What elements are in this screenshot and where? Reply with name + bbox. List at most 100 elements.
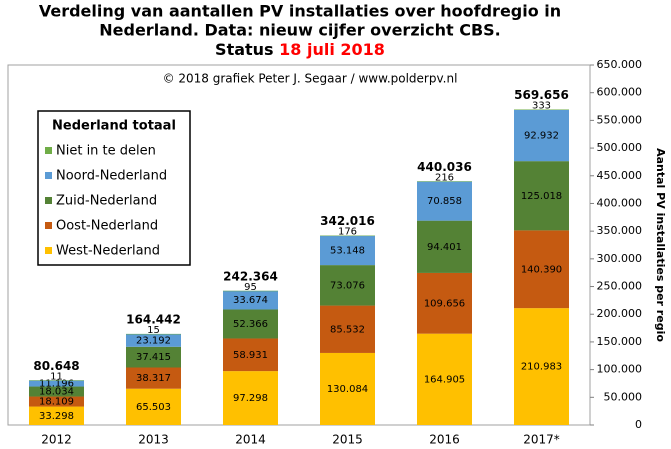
total-label: 440.036 — [417, 160, 472, 174]
bar-segment — [223, 290, 278, 310]
legend-swatch — [45, 197, 52, 204]
chart-title: Nederland. Data: nieuw cijfer overzicht … — [99, 21, 501, 40]
data-label: 53.148 — [330, 245, 365, 256]
legend-swatch — [45, 147, 52, 154]
y-tick-label: 400.000 — [597, 196, 643, 209]
bar-segment — [126, 346, 181, 368]
data-label: 333 — [532, 100, 551, 111]
y-tick-label: 500.000 — [597, 141, 643, 154]
bar-segment — [320, 265, 375, 306]
bar-segment — [417, 181, 472, 221]
bar-segment — [223, 338, 278, 372]
data-label: 38.317 — [136, 373, 171, 384]
bar-segment — [514, 109, 569, 110]
legend-box — [37, 110, 191, 266]
data-label: 11.196 — [39, 378, 74, 389]
data-label: 216 — [435, 172, 454, 183]
legend-label: Oost-Nederland — [56, 219, 158, 234]
y-tick-label: 50.000 — [604, 390, 643, 403]
chart-title: Verdeling van aantallen PV installaties … — [39, 2, 561, 21]
y-tick-label: 450.000 — [597, 169, 643, 182]
data-label: 97.298 — [233, 393, 268, 404]
bar-segment — [514, 109, 569, 162]
data-label: 23.192 — [136, 335, 171, 346]
bar-segment — [223, 290, 278, 292]
bar-segment — [126, 333, 181, 347]
bar-segment — [29, 380, 84, 387]
x-tick-label: 2013 — [138, 433, 169, 447]
annotation: © 2018 grafiek Peter J. Segaar / www.pol… — [163, 72, 458, 86]
y-tick-label: 300.000 — [597, 252, 643, 265]
total-label: 569.656 — [514, 88, 569, 102]
bar-segment — [417, 272, 472, 334]
data-label: 70.858 — [427, 196, 462, 207]
data-label: 95 — [244, 282, 257, 293]
legend: Nederland totaal Niet in te delen Noord-N… — [37, 110, 191, 266]
bar-segment — [417, 220, 472, 273]
y-tick-label: 650.000 — [597, 58, 643, 71]
total-label: 164.442 — [126, 312, 181, 326]
total-label: 80.648 — [33, 359, 79, 373]
legend-swatch — [45, 247, 52, 254]
bar-segment — [223, 371, 278, 425]
data-label: 73.076 — [330, 280, 365, 291]
total-label: 342.016 — [320, 214, 375, 228]
data-label: 125.018 — [521, 191, 562, 202]
data-label: 210.983 — [521, 362, 562, 373]
x-tick-label: 2016 — [429, 433, 460, 447]
y-tick-label: 0 — [635, 418, 642, 431]
bar-segment — [417, 333, 472, 425]
data-label: 109.656 — [424, 298, 465, 309]
legend-swatch — [45, 222, 52, 229]
data-label: 11 — [50, 371, 63, 382]
bar-segment — [126, 333, 181, 335]
y-tick-label: 350.000 — [597, 224, 643, 237]
bar-segment — [514, 308, 569, 425]
y-tick-label: 100.000 — [597, 363, 643, 376]
bar-segment — [514, 161, 569, 231]
data-label: 15 — [147, 325, 160, 336]
bar-segment — [29, 386, 84, 397]
y-tick-label: 250.000 — [597, 280, 643, 293]
bar-segment — [29, 380, 84, 381]
data-label: 37.415 — [136, 352, 171, 363]
bar-segment — [320, 352, 375, 425]
legend-label: Noord-Nederland — [56, 169, 167, 184]
y-tick-label: 600.000 — [597, 86, 643, 99]
data-label: 33.674 — [233, 295, 268, 306]
legend-label: Zuid-Nederland — [56, 194, 157, 209]
data-label: 176 — [338, 227, 357, 238]
y-tick-label: 150.000 — [597, 335, 643, 348]
status: Status — [215, 40, 274, 59]
status-date: 18 juli 2018 — [279, 40, 385, 59]
data-label: 140.390 — [521, 264, 562, 275]
bar-segment — [29, 406, 84, 425]
data-label: 18.109 — [39, 397, 74, 408]
total-label: 242.364 — [223, 269, 278, 283]
data-label: 58.931 — [233, 350, 268, 361]
bar-segment — [320, 235, 375, 237]
legend-swatch — [45, 172, 52, 179]
x-tick-label: 2017* — [523, 433, 560, 447]
chart-subtitle: Status 18 juli 2018 — [215, 40, 385, 59]
x-tick-label: 2015 — [332, 433, 363, 447]
legend-label: West-Nederland — [56, 244, 160, 259]
legend-title: Nederland totaal — [52, 119, 176, 134]
data-label: 94.401 — [427, 242, 462, 253]
bar-segment — [126, 388, 181, 425]
data-label: 85.532 — [330, 324, 365, 335]
x-tick-label: 2014 — [235, 433, 266, 447]
data-label: 33.298 — [39, 411, 74, 422]
bar-segment — [417, 181, 472, 182]
bar-segment — [514, 230, 569, 309]
y-axis-label: Aantal PV installaties per regio — [654, 148, 667, 342]
data-label: 164.905 — [424, 374, 465, 385]
data-label: 92.932 — [524, 130, 559, 141]
data-label: 18.034 — [39, 387, 74, 398]
bar-segment — [320, 235, 375, 266]
data-label: 130.084 — [327, 384, 368, 395]
y-tick-label: 550.000 — [597, 113, 643, 126]
x-tick-label: 2012 — [41, 433, 72, 447]
bar-segment — [126, 367, 181, 389]
